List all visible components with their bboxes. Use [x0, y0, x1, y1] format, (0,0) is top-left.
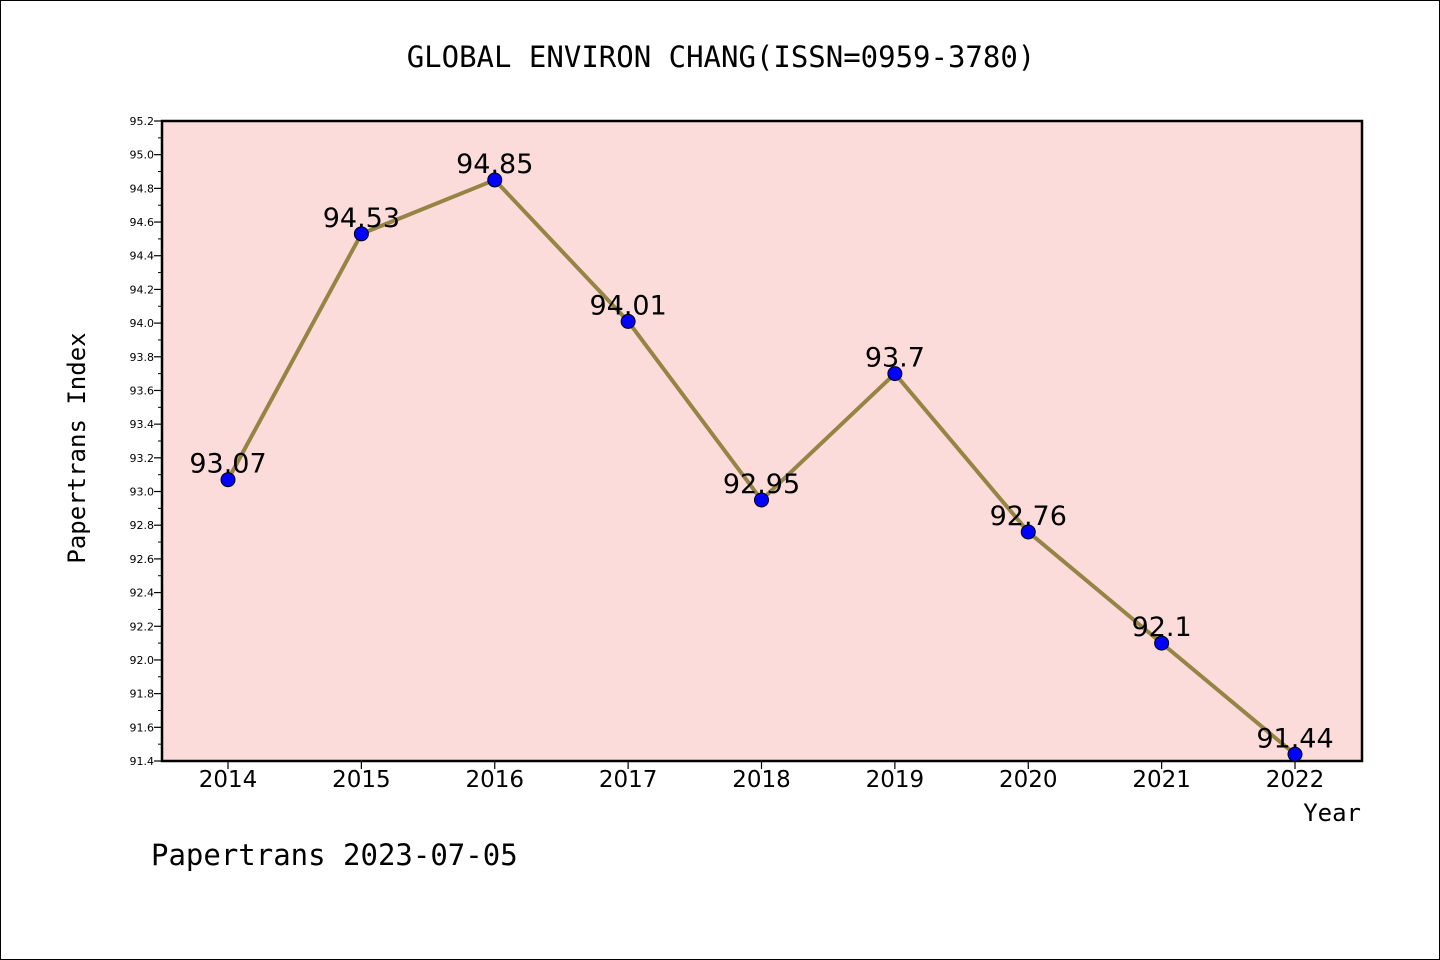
data-label: 92.76 — [990, 501, 1067, 532]
y-tick-label: 93.6 — [130, 384, 155, 397]
y-tick-label: 91.4 — [130, 755, 155, 768]
y-tick-label: 93.4 — [130, 418, 155, 431]
chart-title: GLOBAL ENVIRON CHANG(ISSN=0959-3780) — [407, 40, 1036, 74]
y-tick-label: 92.0 — [130, 654, 155, 667]
data-label: 93.07 — [189, 449, 266, 480]
data-point — [353, 226, 369, 242]
y-tick-label: 93.8 — [130, 351, 155, 364]
data-label: 94.01 — [589, 290, 666, 321]
data-label: 94.85 — [456, 149, 533, 180]
x-tick-label: 2017 — [599, 767, 658, 793]
data-label: 93.7 — [865, 343, 925, 374]
data-point — [1020, 524, 1036, 540]
x-tick-label: 2015 — [332, 767, 391, 793]
y-tick-label: 92.4 — [130, 587, 155, 600]
data-point — [487, 172, 503, 188]
y-tick-label: 94.4 — [130, 250, 155, 263]
y-tick-label: 91.6 — [130, 721, 155, 734]
y-tick-label: 94.0 — [130, 317, 155, 330]
x-axis: 2014 2015 2016 2017 2018 2019 2020 2021 2022 — [199, 761, 1325, 793]
data-label: 92.95 — [723, 469, 800, 500]
y-axis-title: Papertrans Index — [63, 332, 91, 563]
x-tick-label: 2018 — [732, 767, 791, 793]
y-tick-label: 95.2 — [130, 115, 155, 128]
y-tick-label: 92.2 — [130, 620, 155, 633]
data-point — [620, 313, 636, 329]
data-point — [220, 472, 236, 488]
y-tick-label: 95.0 — [130, 149, 155, 162]
x-tick-label: 2020 — [999, 767, 1058, 793]
footer-text: Papertrans 2023-07-05 — [151, 838, 518, 872]
y-tick-label: 94.6 — [130, 216, 155, 229]
y-tick-label: 91.8 — [130, 688, 155, 701]
data-point — [754, 492, 769, 508]
data-point — [1287, 746, 1303, 762]
data-label: 91.44 — [1256, 723, 1333, 754]
y-axis: 91.4 91.6 91.8 92.0 92.2 92.4 92.6 92.8 93.0 93.2… — [130, 115, 162, 768]
data-label: 94.53 — [323, 203, 400, 234]
x-tick-label: 2021 — [1132, 767, 1191, 793]
data-labels: 93.07 94.53 94.85 94.01 92.95 93.7 92.76 92.1 91… — [189, 149, 1333, 754]
x-tick-label: 2019 — [866, 767, 925, 793]
y-tick-label: 93.0 — [130, 486, 155, 499]
x-tick-label: 2014 — [199, 767, 258, 793]
y-tick-label: 94.2 — [130, 283, 155, 296]
data-point — [887, 366, 903, 382]
y-tick-label: 92.6 — [130, 553, 155, 566]
series-layer — [220, 172, 1303, 762]
x-tick-label: 2016 — [465, 767, 524, 793]
y-tick-label: 93.2 — [130, 452, 155, 465]
data-label: 92.1 — [1132, 612, 1192, 643]
x-tick-label: 2022 — [1266, 767, 1325, 793]
y-tick-label: 94.8 — [130, 182, 155, 195]
y-tick-label: 92.8 — [130, 519, 155, 532]
x-axis-title: Year — [1303, 799, 1361, 827]
data-point — [1154, 635, 1170, 651]
